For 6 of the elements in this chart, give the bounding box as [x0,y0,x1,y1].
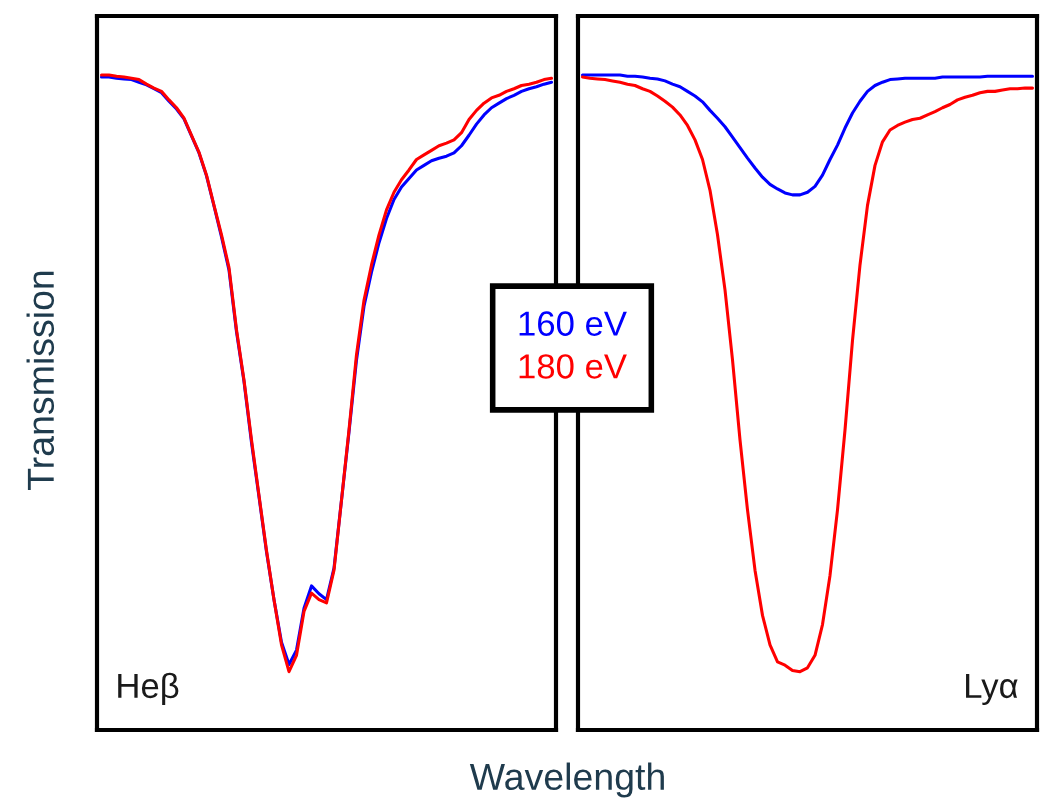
text: 180 eV [519,354,627,379]
annotation: Lyα [966,673,1018,706]
text: 160 eV [519,311,627,336]
x-axis-title: Wavelength [469,762,664,798]
y-axis-title: Transmission [26,271,55,490]
annotation: Heβ [118,672,179,706]
